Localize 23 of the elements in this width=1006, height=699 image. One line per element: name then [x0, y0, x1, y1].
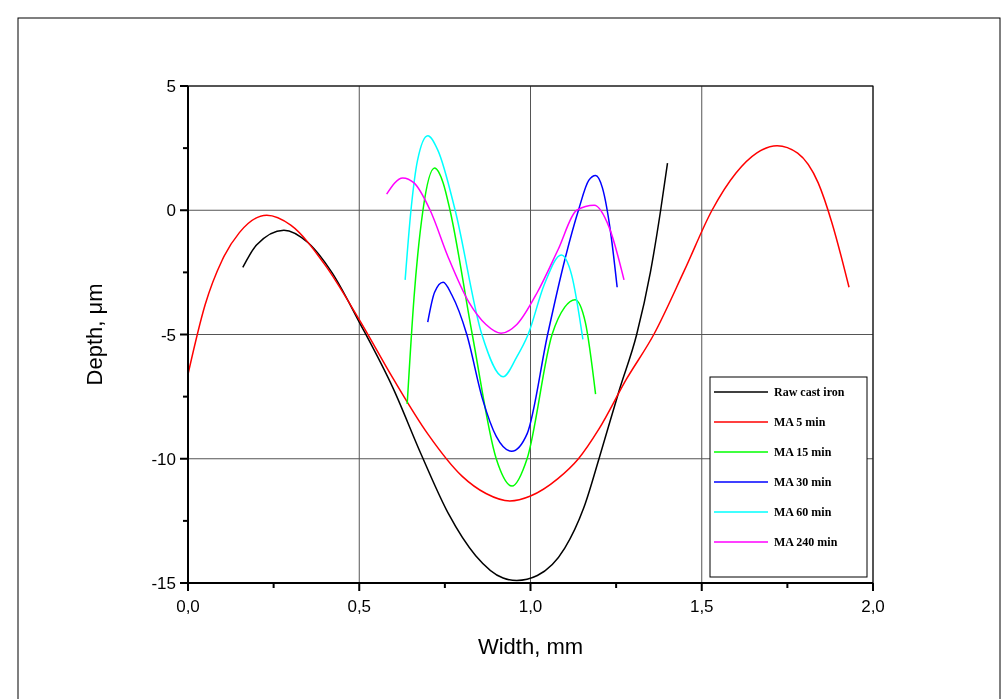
line-series — [188, 144, 850, 502]
y-tick-label: 5 — [166, 77, 176, 96]
line-series — [404, 134, 584, 378]
x-tick-label: 0,5 — [347, 597, 372, 616]
y-tick-label: -5 — [160, 325, 176, 345]
legend-label: MA 30 min — [774, 475, 832, 489]
y-tick-label: 0 — [166, 201, 176, 221]
y-tick-label: -10 — [151, 449, 176, 469]
y-axis-title: Depth, μm — [82, 283, 107, 386]
x-tick-label: 0,0 — [176, 597, 200, 616]
x-tick-label: 1,5 — [689, 597, 714, 616]
line-series — [427, 174, 618, 453]
legend-label: MA 240 min — [774, 535, 838, 549]
x-tick-label: 1,0 — [518, 597, 543, 616]
x-axis-title: Width, mm — [477, 634, 584, 659]
legend-label: MA 15 min — [774, 445, 832, 459]
legend-label: MA 60 min — [774, 505, 832, 519]
line-series — [385, 177, 625, 335]
line-series — [406, 167, 597, 487]
x-tick-label: 2,0 — [861, 597, 885, 616]
y-tick-label: -15 — [151, 574, 176, 593]
legend-label: MA 5 min — [774, 415, 826, 429]
legend-label: Raw cast iron — [774, 385, 845, 399]
